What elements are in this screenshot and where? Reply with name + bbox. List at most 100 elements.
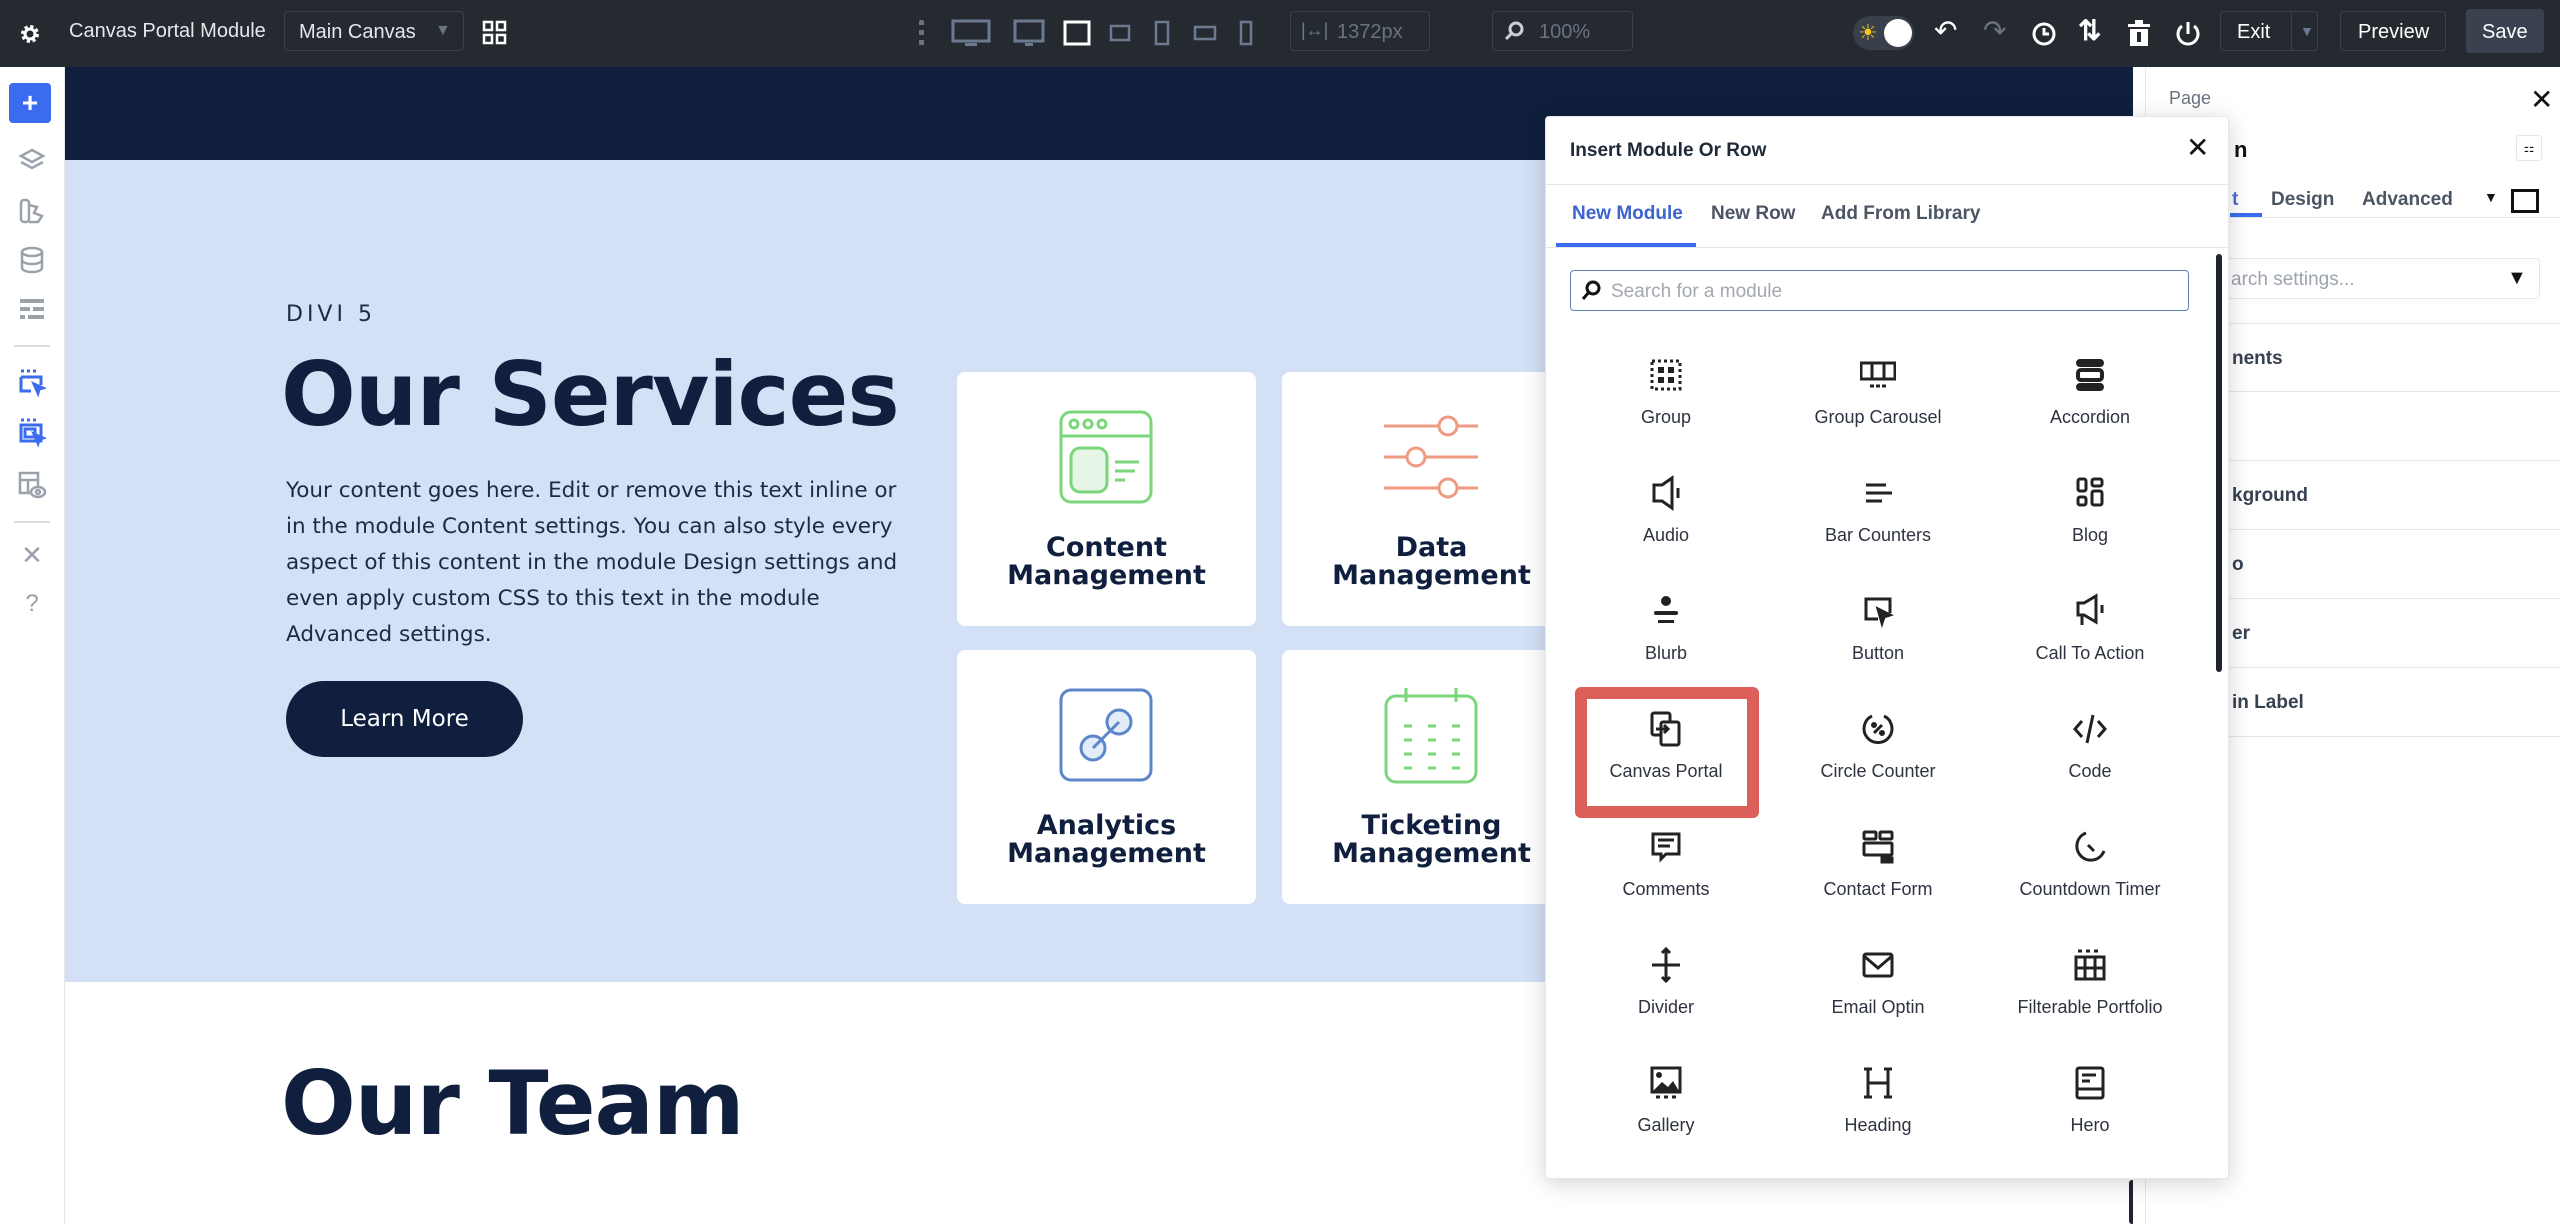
- page-preview-icon[interactable]: [12, 465, 52, 505]
- module-item[interactable]: Canvas Portal: [1560, 687, 1772, 818]
- drag-handle-icon[interactable]: [919, 20, 924, 46]
- module-item[interactable]: Countdown Timer: [1984, 815, 2196, 933]
- undo-icon[interactable]: ↶: [1934, 15, 1958, 46]
- module-label: Filterable Portfolio: [2017, 997, 2163, 1017]
- tab-content[interactable]: t: [2232, 189, 2239, 210]
- exit-dropdown-icon[interactable]: ▼: [2300, 23, 2314, 39]
- zoom-field[interactable]: 100%: [1492, 11, 1633, 51]
- settings-group[interactable]: nents: [2146, 323, 2560, 392]
- bar-counters-icon: [1866, 483, 1892, 503]
- exit-button[interactable]: Exit ▼: [2220, 11, 2318, 51]
- settings-group[interactable]: o: [2146, 530, 2560, 599]
- module-label: Heading: [1844, 1115, 1912, 1135]
- panel-breadcrumb[interactable]: Page: [2169, 88, 2212, 108]
- phone-landscape-icon[interactable]: [1192, 22, 1218, 44]
- width-arrows-icon: |↔|: [1301, 20, 1329, 40]
- add-module-button[interactable]: +: [9, 83, 51, 123]
- grid-view-icon[interactable]: [480, 18, 510, 48]
- module-item[interactable]: Email Optin: [1772, 933, 1984, 1051]
- tab-dropdown-icon[interactable]: ▼: [2484, 189, 2498, 205]
- theme-toggle[interactable]: ☀: [1853, 16, 1914, 50]
- module-item[interactable]: Button: [1772, 579, 1984, 697]
- module-item[interactable]: Contact Form: [1772, 815, 1984, 933]
- filter-icon[interactable]: ▼: [2507, 267, 2527, 289]
- module-item[interactable]: Group Carousel: [1772, 343, 1984, 461]
- gear-icon[interactable]: [16, 20, 44, 48]
- canvas-select[interactable]: Main Canvas ▼: [284, 11, 464, 51]
- module-item[interactable]: Hero: [1984, 1051, 2196, 1169]
- module-label: Accordion: [2049, 407, 2131, 427]
- group-carousel-icon: [1860, 361, 1896, 388]
- learn-more-button[interactable]: Learn More: [286, 681, 523, 757]
- help-icon[interactable]: ?: [25, 590, 39, 617]
- module-item[interactable]: Group: [1560, 343, 1772, 461]
- service-card[interactable]: Analytics Management: [957, 650, 1256, 904]
- history-icon[interactable]: [2031, 21, 2057, 52]
- close-panel-icon[interactable]: ✕: [2530, 84, 2554, 115]
- tablet-landscape-icon[interactable]: [1062, 18, 1092, 48]
- settings-group[interactable]: kground: [2146, 461, 2560, 530]
- tab-advanced[interactable]: Advanced: [2362, 189, 2453, 210]
- theme-builder-icon[interactable]: [12, 191, 52, 231]
- module-item[interactable]: Filterable Portfolio: [1984, 933, 2196, 1051]
- modal-scrollbar[interactable]: [2216, 254, 2222, 672]
- desktop-wide-icon[interactable]: [950, 18, 992, 48]
- width-value: 1372px: [1337, 21, 1403, 43]
- panel-options-icon[interactable]: ⚏: [2516, 135, 2542, 161]
- sort-icon[interactable]: ⇅: [2078, 15, 2102, 46]
- browser-window-icon: [1059, 410, 1153, 504]
- tab-add-from-library[interactable]: Add From Library: [1821, 203, 1981, 224]
- settings-search-input[interactable]: arch settings... ▼: [2206, 258, 2540, 299]
- canvas-select-icon[interactable]: [12, 364, 52, 404]
- canvas-scrollbar[interactable]: [2129, 1180, 2133, 1224]
- module-item[interactable]: Code: [1984, 697, 2196, 815]
- service-card[interactable]: Data Management: [1282, 372, 1581, 626]
- layout-icon[interactable]: [12, 289, 52, 329]
- settings-group-label: er: [2232, 623, 2250, 644]
- desktop-icon[interactable]: [1012, 18, 1046, 48]
- tab-new-module[interactable]: New Module: [1572, 203, 1683, 224]
- module-label: Hero: [2070, 1115, 2110, 1135]
- redo-icon[interactable]: ↷: [1983, 15, 2007, 46]
- module-item[interactable]: Accordion: [1984, 343, 2196, 461]
- settings-group[interactable]: [2146, 392, 2560, 461]
- preview-button[interactable]: Preview: [2340, 11, 2446, 51]
- trash-icon[interactable]: [2127, 19, 2151, 52]
- close-modal-icon[interactable]: ✕: [2186, 132, 2210, 163]
- phone-icon[interactable]: [1237, 18, 1255, 48]
- settings-group[interactable]: er: [2146, 599, 2560, 668]
- blog-icon: [2076, 477, 2104, 507]
- layers-icon[interactable]: [12, 140, 52, 180]
- tools-icon[interactable]: ✕: [21, 539, 43, 570]
- card-title-line2: Management: [1332, 560, 1531, 591]
- module-search-input[interactable]: Search for a module: [1570, 270, 2189, 311]
- module-item[interactable]: Divider: [1560, 933, 1772, 1051]
- module-item[interactable]: Call To Action: [1984, 579, 2196, 697]
- service-card[interactable]: Ticketing Management: [1282, 650, 1581, 904]
- module-item[interactable]: Comments: [1560, 815, 1772, 933]
- panel-title: n: [2234, 137, 2248, 162]
- module-item[interactable]: Blog: [1984, 461, 2196, 579]
- tablet-portrait-icon[interactable]: [1152, 18, 1172, 48]
- responsive-toggle-icon[interactable]: [2511, 189, 2539, 213]
- module-item[interactable]: Heading: [1772, 1051, 1984, 1169]
- service-card[interactable]: Content Management: [957, 372, 1256, 626]
- tablet-icon[interactable]: [1108, 20, 1132, 46]
- settings-group[interactable]: in Label: [2146, 668, 2560, 737]
- canvas-width-field[interactable]: |↔| 1372px: [1290, 11, 1430, 51]
- module-item[interactable]: Audio: [1560, 461, 1772, 579]
- module-item[interactable]: Bar Counters: [1772, 461, 1984, 579]
- module-item[interactable]: Gallery: [1560, 1051, 1772, 1169]
- save-button[interactable]: Save: [2466, 9, 2544, 53]
- services-body: Your content goes here. Edit or remove t…: [286, 478, 898, 647]
- power-icon[interactable]: [2175, 20, 2201, 51]
- card-title-line1: Analytics: [1036, 810, 1177, 841]
- group-icon: [1650, 359, 1682, 391]
- accordion-icon: [2076, 359, 2104, 391]
- module-item[interactable]: Circle Counter: [1772, 697, 1984, 815]
- tab-design[interactable]: Design: [2271, 189, 2335, 210]
- database-icon[interactable]: [12, 240, 52, 280]
- canvas-portal-sidebar-icon[interactable]: [12, 413, 52, 453]
- tab-new-row[interactable]: New Row: [1711, 203, 1796, 224]
- module-item[interactable]: Blurb: [1560, 579, 1772, 697]
